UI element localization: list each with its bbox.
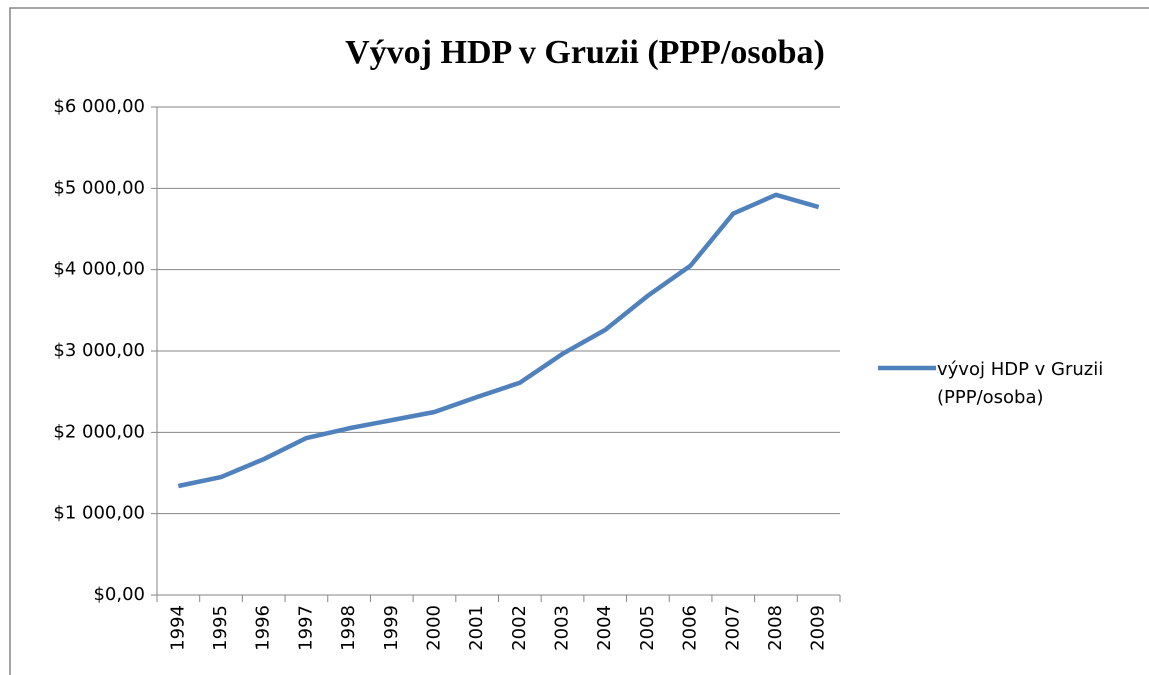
y-tick-label: $3 000,00 bbox=[53, 340, 145, 361]
x-tick-label: 2001 bbox=[466, 605, 487, 651]
y-tick-label: $4 000,00 bbox=[53, 259, 145, 280]
x-tick-label: 1994 bbox=[167, 605, 188, 651]
x-tick-label: 2008 bbox=[765, 605, 786, 651]
x-tick-label: 1995 bbox=[210, 605, 231, 651]
x-tick-label: 2005 bbox=[637, 605, 658, 651]
x-tick-label: 2000 bbox=[423, 605, 444, 651]
y-tick-label: $1 000,00 bbox=[53, 503, 145, 524]
chart-frame bbox=[9, 7, 1149, 675]
y-tick-label: $0,00 bbox=[93, 584, 145, 605]
x-tick-label: 1996 bbox=[253, 605, 274, 651]
chart-title: Vývoj HDP v Gruzii (PPP/osoba) bbox=[345, 34, 825, 71]
y-tick-label: $6 000,00 bbox=[53, 96, 145, 117]
x-tick-label: 2002 bbox=[509, 605, 530, 651]
data-line bbox=[177, 192, 820, 489]
x-tick-label: 1998 bbox=[338, 605, 359, 651]
legend-label: vývoj HDP v Gruzii (PPP/osoba) bbox=[937, 359, 1104, 408]
x-tick-label: 2006 bbox=[680, 605, 701, 651]
x-tick-label: 2009 bbox=[808, 605, 829, 651]
y-tick-label: $2 000,00 bbox=[53, 421, 145, 442]
x-tick-label: 1999 bbox=[381, 605, 402, 651]
x-tick-label: 2007 bbox=[722, 605, 743, 651]
x-tick-label: 2004 bbox=[594, 605, 615, 651]
y-tick-label: $5 000,00 bbox=[53, 177, 145, 198]
x-tick-label: 2003 bbox=[552, 605, 573, 651]
x-tick-label: 1997 bbox=[295, 605, 316, 651]
